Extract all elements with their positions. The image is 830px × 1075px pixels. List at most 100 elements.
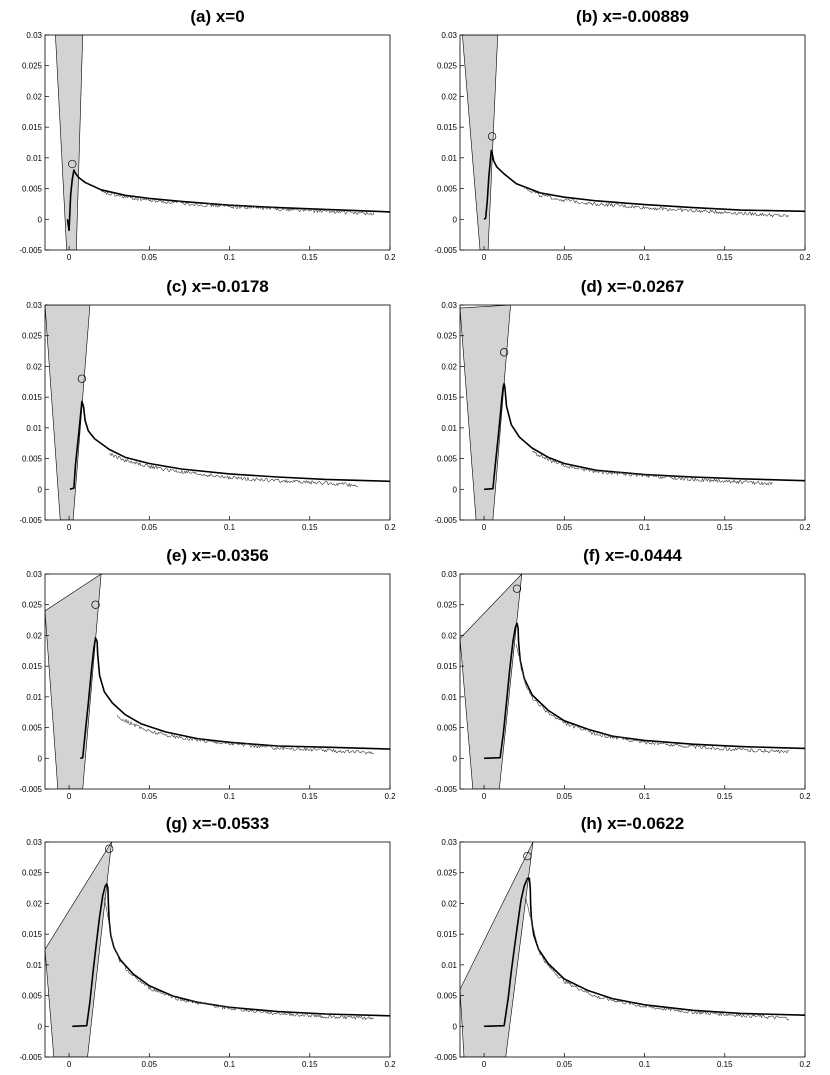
y-tick-label: 0.025: [437, 869, 458, 878]
panel-e: 0 0.05 0.1 0.15 0.2 -0.005 0 0.005 0.01 0.015 0.02…: [19, 546, 396, 801]
x-tick-label: 0.1: [224, 523, 236, 532]
circle-marker: [523, 851, 532, 861]
plot-frame: [44, 304, 391, 521]
series-thick-line: [484, 877, 805, 1028]
x-tick-label: 0.1: [639, 792, 651, 801]
y-tick-label: 0.025: [22, 869, 43, 878]
y-tick-label: 0.03: [26, 31, 42, 40]
panel-title: (f) x=-0.0444: [583, 546, 682, 565]
x-tick-label: 0.2: [799, 523, 811, 532]
plot-frame: [459, 841, 806, 1058]
x-tick-label: 0.15: [717, 253, 733, 262]
y-tick-label: 0.015: [22, 123, 43, 132]
y-tick-label: -0.005: [434, 1053, 457, 1062]
x-tick-label: 0.15: [302, 253, 318, 262]
series-thin-line: [531, 451, 774, 486]
y-tick-label: 0.01: [26, 961, 42, 970]
x-tick-label: 0.15: [717, 523, 733, 532]
shaded-wedge: [45, 574, 102, 789]
x-tick-label: 0.2: [384, 792, 396, 801]
panel-f: 0 0.05 0.1 0.15 0.2 -0.005 0 0.005 0.01 0.015 0.02…: [434, 546, 811, 801]
y-tick-label: 0.015: [437, 662, 458, 671]
y-tick-label: 0.025: [22, 601, 43, 610]
panel-title: (d) x=-0.0267: [581, 277, 684, 296]
panel-d: 0 0.05 0.1 0.15 0.2 -0.005 0 0.005 0.01 0.015 0.02…: [434, 277, 811, 532]
circle-marker: [68, 159, 77, 169]
panel-title: (a) x=0: [190, 7, 244, 26]
y-tick-label: 0.01: [441, 961, 457, 970]
y-tick-label: 0.01: [441, 154, 457, 163]
y-tick-label: 0: [38, 754, 43, 763]
plot-frame: [459, 304, 806, 521]
y-tick-label: -0.005: [434, 785, 457, 794]
shaded-wedge: [55, 35, 84, 250]
series-thin-line: [104, 897, 375, 1021]
series-thick-line: [72, 882, 390, 1028]
series-thin-line: [523, 186, 790, 218]
x-tick-label: 0.05: [142, 792, 158, 801]
panel-c: 0 0.05 0.1 0.15 0.2 -0.005 0 0.005 0.01 0.015 0.02…: [19, 277, 396, 532]
y-tick-label: 0.03: [26, 570, 42, 579]
series-thick-line: [69, 400, 390, 491]
panel-a: 0 0.05 0.1 0.15 0.2 -0.005 0 0.005 0.01 0.015 0.02…: [19, 7, 396, 262]
y-tick-label: 0.02: [26, 92, 42, 101]
y-tick-label: 0.03: [26, 301, 42, 310]
y-tick-label: 0.01: [26, 693, 42, 702]
y-tick-label: -0.005: [19, 785, 42, 794]
series-thin-line: [525, 896, 790, 1021]
x-tick-label: 0.1: [639, 253, 651, 262]
series-thick-line: [483, 149, 805, 220]
y-tick-label: -0.005: [19, 246, 42, 255]
y-tick-label: 0.02: [26, 899, 42, 908]
y-tick-label: 0: [453, 1022, 458, 1031]
y-tick-label: 0.02: [441, 362, 457, 371]
series-thin-line: [116, 715, 374, 755]
y-tick-label: 0.03: [441, 838, 457, 847]
x-tick-label: 0.15: [302, 1060, 318, 1069]
x-tick-label: 0.1: [224, 253, 236, 262]
y-tick-label: 0.015: [22, 393, 43, 402]
y-tick-label: 0.01: [26, 424, 42, 433]
circle-marker: [512, 584, 522, 593]
x-tick-label: 0.15: [717, 1060, 733, 1069]
y-tick-label: 0.015: [437, 393, 458, 402]
y-tick-label: 0.025: [22, 62, 43, 71]
x-tick-label: 0.05: [557, 253, 573, 262]
x-tick-label: 0.05: [557, 523, 573, 532]
x-tick-label: 0: [482, 253, 487, 262]
y-tick-label: 0.005: [437, 992, 458, 1001]
circle-marker: [499, 348, 509, 357]
plot-frame: [459, 34, 806, 251]
x-tick-label: 0.1: [639, 1060, 651, 1069]
x-tick-label: 0.2: [799, 253, 811, 262]
y-tick-label: 0.005: [437, 724, 458, 733]
x-tick-label: 0.15: [717, 792, 733, 801]
series-thin-line: [100, 190, 375, 216]
panel-title: (c) x=-0.0178: [166, 277, 269, 296]
y-tick-label: 0: [453, 485, 458, 494]
x-tick-label: 0.1: [224, 792, 236, 801]
y-tick-label: 0: [38, 1022, 43, 1031]
x-tick-label: 0.05: [142, 523, 158, 532]
circle-marker: [487, 132, 497, 141]
circle-marker: [105, 844, 114, 853]
shaded-wedge: [460, 305, 511, 520]
y-tick-label: 0.03: [26, 838, 42, 847]
y-tick-label: 0.03: [441, 301, 457, 310]
y-tick-label: 0.02: [441, 92, 457, 101]
y-tick-label: 0.02: [26, 631, 42, 640]
x-tick-label: 0.05: [557, 792, 573, 801]
plot-frame: [44, 34, 391, 251]
y-tick-label: 0.01: [441, 693, 457, 702]
x-tick-label: 0.1: [639, 523, 651, 532]
panel-title: (h) x=-0.0622: [581, 814, 684, 833]
x-tick-label: 0: [67, 792, 72, 801]
shaded-wedge: [460, 574, 523, 789]
y-tick-label: 0.015: [22, 662, 43, 671]
plot-frame: [44, 841, 391, 1058]
y-tick-label: 0.005: [437, 185, 458, 194]
panel-h: 0 0.05 0.1 0.15 0.2 -0.005 0 0.005 0.01 0.015 0.02…: [434, 814, 811, 1069]
y-tick-label: 0.025: [437, 62, 458, 71]
y-tick-label: 0: [38, 215, 43, 224]
